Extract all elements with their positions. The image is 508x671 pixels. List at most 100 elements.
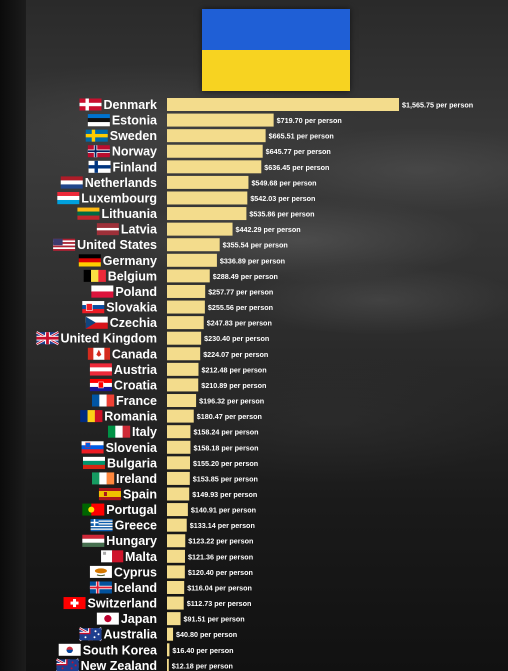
country-label: Germany [103,254,157,268]
estonia-flag-icon [87,114,110,127]
poland-flag-icon [91,285,114,298]
country-label: Lithuania [101,207,158,221]
latvia-flag-icon [96,223,119,236]
bar [167,238,220,252]
value-label: $133.14 per person [190,521,255,530]
value-label: $255.56 per person [208,303,273,312]
slovakia-flag-icon [82,301,105,314]
japan-flag-icon [96,612,119,625]
country-label: Japan [121,612,157,626]
bar [167,456,190,470]
country-label: Belgium [108,269,157,283]
value-label: $123.22 per person [188,537,253,546]
value-label: $224.07 per person [203,350,268,359]
bar [167,113,274,127]
bar [167,487,190,501]
australia-flag-icon [78,627,103,642]
finland-flag-icon [88,160,111,173]
country-label: Poland [115,285,157,299]
bar [167,471,190,485]
value-label: $158.24 per person [193,428,258,437]
country-label: Netherlands [85,176,157,190]
croatia-flag-icon [89,378,112,392]
bar [167,518,187,532]
bar [167,643,170,657]
value-label: $1,565.75 per person [402,101,473,110]
value-label: $442.29 per person [236,225,301,234]
value-label: $112.73 per person [187,599,252,608]
country-label: Romania [104,410,158,424]
value-label: $542.03 per person [250,194,315,203]
canada-flag-icon [87,347,111,360]
value-label: $91.51 per person [184,615,245,624]
left-dark-strip [0,0,26,671]
value-label: $140.91 per person [191,506,256,515]
country-label: Italy [132,425,157,439]
value-label: $288.49 per person [213,272,278,281]
bar [167,549,185,563]
spain-flag-icon [98,488,121,501]
country-label: France [116,394,157,408]
cyprus-flag-icon [89,565,112,578]
belgium-flag-icon [83,269,106,282]
value-label: $665.51 per person [269,132,334,141]
value-label: $535.86 per person [249,210,314,219]
ukraine-flag-blue-band [202,9,350,50]
switzerland-flag-icon [63,597,86,610]
germany-flag-icon [78,254,101,267]
bar [167,222,233,236]
romania-flag-icon [80,410,103,423]
bar [167,160,262,174]
new-zealand-flag-icon [56,658,80,671]
bar [167,503,188,517]
country-label: Finland [113,160,157,174]
value-label: $116.04 per person [187,583,252,592]
country-label: Latvia [121,223,158,237]
value-label: $210.89 per person [201,381,266,390]
value-label: $12.18 per person [172,661,233,670]
bar [167,580,185,594]
slovenia-flag-icon [81,441,104,454]
value-label: $636.45 per person [264,163,329,172]
country-label: Estonia [112,114,158,128]
bar [167,658,169,671]
country-label: Malta [125,550,158,564]
country-label: Portugal [106,503,157,517]
bar [167,565,185,579]
bar [167,362,199,376]
country-label: Czechia [110,316,158,330]
sweden-flag-icon [85,129,108,142]
country-label: Canada [112,347,158,361]
country-label: United States [77,238,157,252]
bar [167,612,181,626]
bar [167,534,186,548]
value-label: $120.40 per person [188,568,253,577]
netherlands-flag-icon [60,176,83,189]
country-label: Bulgaria [107,456,158,470]
country-label: Hungary [106,534,157,548]
bar [167,596,184,610]
denmark-flag-icon [79,98,102,111]
value-label: $196.32 per person [199,397,264,406]
country-label: South Korea [83,643,158,657]
hungary-flag-icon [82,534,105,547]
value-label: $212.48 per person [201,365,266,374]
bar [167,316,204,330]
value-label: $257.77 per person [208,287,273,296]
value-label: $645.77 per person [266,147,331,156]
country-label: Luxembourg [81,191,157,205]
country-label: Iceland [114,581,157,595]
value-label: $155.20 per person [193,459,258,468]
bar [167,98,399,111]
bar [167,440,191,454]
lithuania-flag-icon [77,207,100,220]
austria-flag-icon [89,363,112,376]
bar [167,269,210,283]
value-label: $719.70 per person [277,116,342,125]
bar [167,284,206,298]
bar [167,175,249,189]
bar [167,409,194,423]
bar [167,425,191,439]
